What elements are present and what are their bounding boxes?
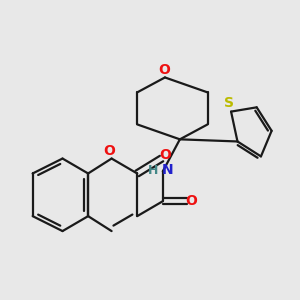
Text: O: O (103, 144, 116, 158)
Text: O: O (185, 194, 197, 208)
Text: S: S (224, 96, 234, 110)
Text: N: N (161, 164, 173, 178)
Text: O: O (159, 148, 171, 162)
Text: O: O (158, 63, 170, 77)
Text: H: H (148, 164, 159, 177)
